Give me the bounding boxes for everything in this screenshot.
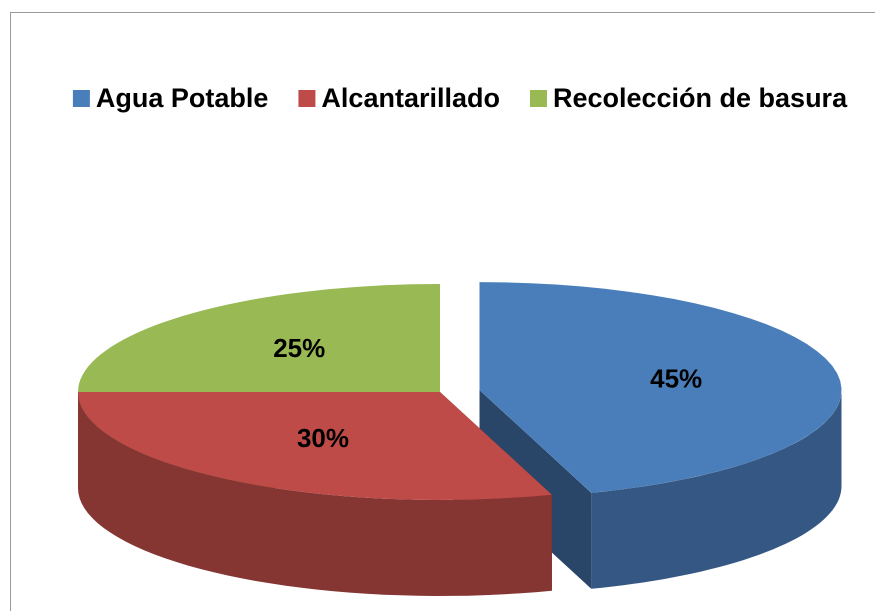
legend-label: Alcantarillado <box>321 83 500 113</box>
slice <box>78 392 552 500</box>
data-label: 25% <box>273 333 325 363</box>
legend-swatch <box>529 90 547 107</box>
legend-swatch <box>298 90 316 107</box>
data-label: 30% <box>297 423 349 453</box>
data-label: 45% <box>650 364 702 394</box>
legend-swatch <box>72 90 90 107</box>
slice <box>78 284 440 392</box>
slice-side <box>78 392 552 596</box>
slice-side <box>591 390 842 589</box>
legend-label: Recolección de basura <box>553 83 848 113</box>
legend-label: Agua Potable <box>96 83 269 113</box>
pie-tops: 45% 30% 25% <box>78 282 842 500</box>
slice <box>479 282 842 493</box>
legend: Agua Potable Alcantarillado Recolección de… <box>72 83 848 113</box>
